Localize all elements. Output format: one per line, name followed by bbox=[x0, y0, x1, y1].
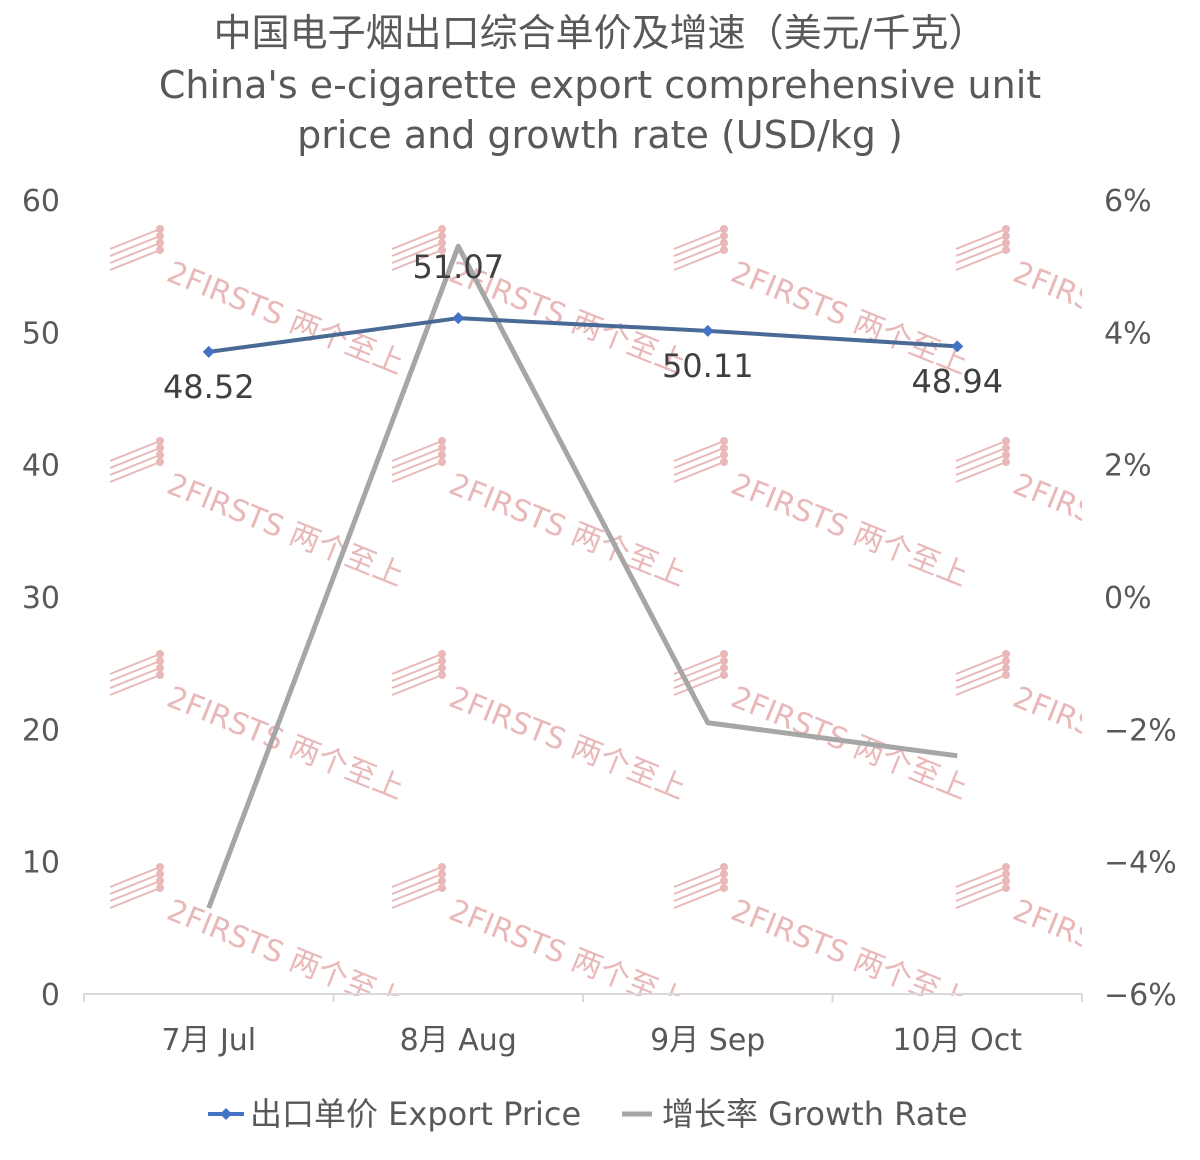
watermark: 2FIRSTS 两个至上 bbox=[955, 437, 1200, 594]
y-left-tick-label: 50 bbox=[22, 316, 60, 351]
watermark: 2FIRSTS 两个至上 bbox=[109, 650, 409, 807]
chart-subtitle-line1: China's e-cigarette export comprehensive… bbox=[158, 63, 1042, 107]
y-right-tick-label: 2% bbox=[1104, 449, 1152, 484]
watermark-text: 2FIRSTS 两个至上 bbox=[162, 467, 409, 594]
watermark: 2FIRSTS 两个至上 bbox=[673, 437, 973, 594]
legend-export-price-marker bbox=[220, 1108, 232, 1120]
export-price-label: 48.94 bbox=[911, 362, 1003, 400]
x-tick-label: 7月 Jul bbox=[161, 1023, 256, 1058]
watermark-text: 2FIRSTS 两个至上 bbox=[726, 467, 973, 594]
y-left-tick-label: 20 bbox=[22, 713, 60, 748]
watermark: 2FIRSTS 两个至上 bbox=[391, 650, 691, 807]
y-right-tick-label: −4% bbox=[1104, 846, 1177, 881]
watermark: 2FIRSTS 两个至上 bbox=[109, 225, 409, 382]
watermark: 2FIRSTS 两个至上 bbox=[673, 650, 973, 807]
growth-rate-line bbox=[206, 243, 958, 909]
watermark: 2FIRSTS 两个至上 bbox=[391, 437, 691, 594]
export-price-label: 50.11 bbox=[662, 347, 754, 385]
export-price-label: 51.07 bbox=[412, 248, 504, 286]
export-price-point bbox=[202, 345, 215, 358]
watermark-text: 2FIRSTS 两个至上 bbox=[1008, 467, 1200, 594]
y-left-tick-label: 40 bbox=[22, 449, 60, 484]
x-tick-label: 10月 Oct bbox=[892, 1023, 1022, 1058]
watermark-text: 2FIRSTS 两个至上 bbox=[444, 680, 691, 807]
watermark: 2FIRSTS 两个至上 bbox=[673, 863, 973, 1020]
export-price-point bbox=[701, 324, 714, 337]
watermark-text: 2FIRSTS 两个至上 bbox=[726, 893, 973, 1020]
watermark: 2FIRSTS 两个至上 bbox=[109, 863, 409, 1020]
watermark: 2FIRSTS 两个至上 bbox=[109, 437, 409, 594]
watermark-text: 2FIRSTS 两个至上 bbox=[444, 467, 691, 594]
y-left-tick-label: 60 bbox=[22, 184, 60, 219]
watermark-text: 2FIRSTS 两个至上 bbox=[444, 893, 691, 1020]
series-export-price bbox=[202, 312, 964, 358]
y-right-tick-label: 6% bbox=[1104, 184, 1152, 219]
y-right-tick-label: −2% bbox=[1104, 713, 1177, 748]
y-left-tick-label: 10 bbox=[22, 846, 60, 881]
watermark-text: 2FIRSTS 两个至上 bbox=[162, 893, 409, 1020]
x-tick-label: 9月 Sep bbox=[650, 1023, 765, 1058]
legend-growth-rate-label: 增长率 Growth Rate bbox=[662, 1095, 968, 1133]
chart-title: 中国电子烟出口综合单价及增速（美元/千克） bbox=[213, 11, 987, 55]
y-right-tick-label: 0% bbox=[1104, 581, 1152, 616]
export-price-label: 48.52 bbox=[163, 368, 255, 406]
export-price-point bbox=[452, 312, 465, 325]
x-tick-label: 8月 Aug bbox=[400, 1023, 517, 1058]
y-left-tick-label: 0 bbox=[41, 978, 60, 1013]
export-price-line bbox=[208, 316, 958, 354]
watermark: 2FIRSTS 两个至上 bbox=[955, 225, 1082, 382]
legend: 出口单价 Export Price 增长率 Growth Rate bbox=[208, 1095, 968, 1133]
data-labels: 48.52 51.07 50.11 48.94 bbox=[163, 248, 1003, 406]
chart-subtitle-line2: price and growth rate (USD/kg ) bbox=[297, 113, 903, 157]
axes: 7月 Jul 8月 Aug 9月 Sep 10月 Oct 60 50 40 30 20 10 0 6%… bbox=[22, 184, 1177, 1058]
series-growth-rate bbox=[206, 243, 958, 909]
y-right-tick-label: −6% bbox=[1104, 978, 1177, 1013]
y-left-tick-label: 30 bbox=[22, 581, 60, 616]
y-right-tick-label: 4% bbox=[1104, 316, 1152, 351]
legend-export-price-label: 出口单价 Export Price bbox=[250, 1095, 581, 1133]
watermark: 2FIRSTS 两个至上 bbox=[391, 863, 691, 1020]
export-price-point bbox=[951, 340, 964, 353]
watermark-text: 2FIRSTS 两个至上 bbox=[162, 255, 409, 382]
